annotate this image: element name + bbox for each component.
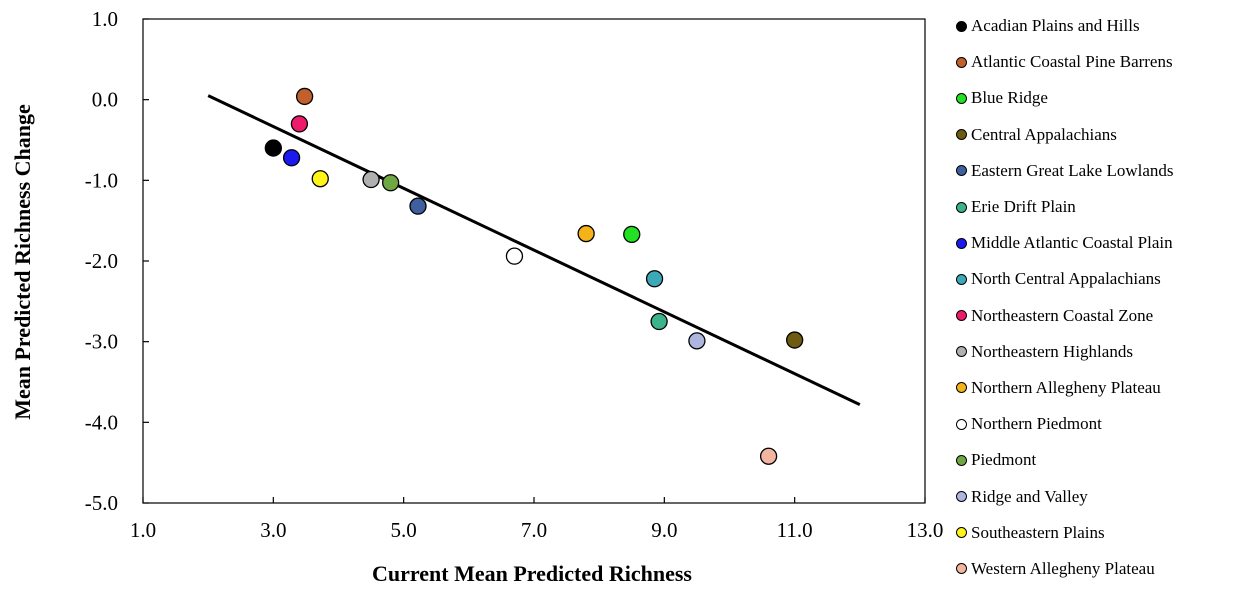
x-axis-title: Current Mean Predicted Richness [372, 561, 692, 586]
data-points [264, 87, 804, 465]
plot-area [142, 18, 926, 504]
legend-item: Northeastern Highlands [956, 334, 1236, 370]
y-tick-label: -3.0 [85, 330, 118, 354]
legend-marker-icon [956, 129, 967, 141]
data-point-14 [311, 170, 329, 188]
legend-item: Middle Atlantic Coastal Plain [956, 225, 1236, 261]
x-tick-label: 3.0 [260, 518, 286, 542]
data-point-4 [409, 197, 427, 215]
legend-item: Atlantic Coastal Pine Barrens [956, 44, 1236, 80]
y-tick-label: -1.0 [85, 168, 118, 192]
legend-item: Southeastern Plains [956, 515, 1236, 551]
x-tick-label: 13.0 [907, 518, 944, 542]
data-point-10 [577, 224, 595, 243]
trendline [207, 94, 861, 406]
legend-marker-icon [956, 237, 967, 249]
legend-label: Northeastern Highlands [971, 341, 1133, 361]
legend-marker-icon [956, 563, 967, 575]
legend-item: Northeastern Coastal Zone [956, 298, 1236, 334]
legend: Acadian Plains and Hills Atlantic Coastal… [956, 8, 1236, 587]
legend-marker-icon [956, 346, 967, 358]
legend-marker-icon [956, 201, 967, 213]
legend-label: North Central Appalachians [971, 269, 1161, 289]
data-point-11 [505, 247, 524, 265]
legend-item: Northern Allegheny Plateau [956, 370, 1236, 406]
legend-label: Western Allegheny Plateau [971, 558, 1155, 578]
data-point-13 [688, 332, 706, 350]
legend-label: Ridge and Valley [971, 486, 1088, 506]
legend-label: Northern Piedmont [971, 414, 1102, 434]
legend-marker-icon [956, 454, 967, 466]
data-point-9 [362, 170, 380, 189]
legend-item: Acadian Plains and Hills [956, 8, 1236, 44]
x-tick-label: 1.0 [130, 518, 156, 542]
legend-item: Piedmont [956, 442, 1236, 478]
legend-item: Northern Piedmont [956, 406, 1236, 442]
legend-item: Western Allegheny Plateau [956, 551, 1236, 587]
legend-item: Ridge and Valley [956, 478, 1236, 514]
legend-marker-icon [956, 527, 967, 539]
legend-item: North Central Appalachians [956, 261, 1236, 297]
data-point-5 [650, 312, 668, 331]
legend-item: Central Appalachians [956, 117, 1236, 153]
x-tick-label: 7.0 [521, 518, 547, 542]
legend-marker-icon [956, 491, 967, 503]
y-tick-label: 1.0 [92, 7, 118, 31]
y-tick-label: 0.0 [92, 88, 118, 112]
legend-item: Erie Drift Plain [956, 189, 1236, 225]
y-tick-label: -2.0 [85, 249, 118, 273]
data-point-1 [295, 87, 314, 106]
legend-label: Blue Ridge [971, 88, 1048, 108]
legend-label: Eastern Great Lake Lowlands [971, 160, 1174, 180]
legend-marker-icon [956, 382, 967, 394]
data-point-7 [645, 270, 664, 288]
x-tick-label: 9.0 [651, 518, 677, 542]
x-axis: 1.0 3.0 5.0 7.0 9.0 11.0 13.0 [130, 497, 944, 542]
legend-marker-icon [956, 20, 967, 32]
legend-marker-icon [956, 418, 967, 430]
y-tick-label: -4.0 [85, 410, 118, 434]
legend-label: Northeastern Coastal Zone [971, 305, 1154, 325]
data-point-6 [282, 149, 301, 167]
legend-marker-icon [956, 165, 967, 177]
legend-marker-icon [956, 92, 967, 104]
y-axis: 1.0 0.0 -1.0 -2.0 -3.0 -4.0 -5.0 [85, 7, 149, 515]
legend-label: Northern Allegheny Plateau [971, 377, 1161, 397]
y-axis-title: Mean Predicted Richness Change [10, 104, 35, 420]
legend-marker-icon [956, 56, 967, 68]
legend-item: Blue Ridge [956, 80, 1236, 116]
x-tick-label: 11.0 [777, 518, 813, 542]
x-tick-label: 5.0 [391, 518, 417, 542]
legend-label: Middle Atlantic Coastal Plain [971, 233, 1173, 253]
legend-item: Eastern Great Lake Lowlands [956, 153, 1236, 189]
legend-marker-icon [956, 310, 967, 322]
legend-label: Erie Drift Plain [971, 197, 1076, 217]
legend-label: Piedmont [971, 450, 1037, 470]
legend-label: Acadian Plains and Hills [971, 16, 1140, 36]
data-point-15 [759, 447, 778, 465]
data-point-2 [623, 225, 641, 244]
data-point-3 [786, 331, 804, 349]
legend-label: Atlantic Coastal Pine Barrens [971, 52, 1173, 72]
y-tick-label: -5.0 [85, 491, 118, 515]
data-point-0 [264, 139, 282, 157]
data-point-8 [290, 115, 309, 133]
data-point-12 [381, 174, 400, 192]
legend-label: Southeastern Plains [971, 522, 1105, 542]
legend-marker-icon [956, 273, 967, 285]
legend-label: Central Appalachians [971, 124, 1117, 144]
